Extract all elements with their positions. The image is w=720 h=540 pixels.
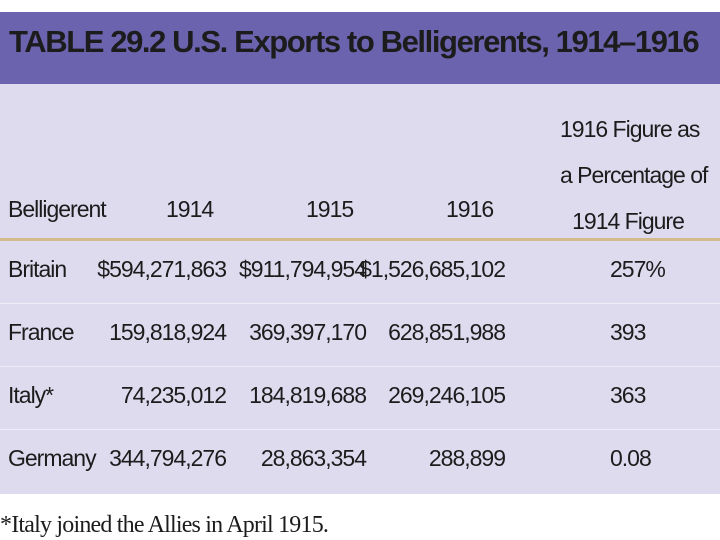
header-percentage: 1916 Figure as a Percentage of 1914 Figu… <box>560 106 708 244</box>
cell-belligerent: Italy* <box>8 382 54 408</box>
cell-1915: 28,863,354 <box>260 445 367 471</box>
table-footnote: *Italy joined the Allies in April 1915. <box>0 512 329 538</box>
header-percentage-line1: 1916 Figure as <box>560 116 700 142</box>
cell-1914: 74,235,012 <box>120 382 227 408</box>
header-1914: 1914 <box>166 196 214 222</box>
cell-1916: 288,899 <box>428 445 506 471</box>
cell-1916: 269,246,105 <box>388 382 506 408</box>
header-divider <box>0 238 720 241</box>
header-percentage-line3: 1914 Figure <box>572 208 685 234</box>
cell-1915: $911,794,954 <box>239 256 367 282</box>
cell-1916: 628,851,988 <box>388 319 506 345</box>
cell-belligerent: Germany <box>8 445 97 471</box>
cell-1916: $1,526,685,102 <box>359 256 506 282</box>
header-1916: 1916 <box>446 196 494 222</box>
cell-percentage: 393 <box>610 319 646 345</box>
cell-1915: 184,819,688 <box>249 382 367 408</box>
table-title: TABLE 29.2 U.S. Exports to Belligerents,… <box>9 24 700 59</box>
title-bar: TABLE 29.2 U.S. Exports to Belligerents,… <box>0 12 720 84</box>
header-belligerent: Belligerent <box>8 196 107 222</box>
cell-percentage: 257% <box>610 256 666 282</box>
table-row: France 159,818,924 369,397,170 628,851,9… <box>0 304 720 367</box>
cell-percentage: 0.08 <box>610 445 652 471</box>
cell-percentage: 363 <box>610 382 646 408</box>
table-row: Germany 344,794,276 28,863,354 288,899 0… <box>0 430 720 492</box>
cell-1915: 369,397,170 <box>249 319 367 345</box>
table-row: Italy* 74,235,012 184,819,688 269,246,10… <box>0 367 720 430</box>
cell-belligerent: France <box>8 319 75 345</box>
cell-1914: $594,271,863 <box>97 256 227 282</box>
cell-belligerent: Britain <box>8 256 67 282</box>
header-1915: 1915 <box>306 196 354 222</box>
cell-1914: 344,794,276 <box>109 445 227 471</box>
table-row: Britain $594,271,863 $911,794,954 $1,526… <box>0 241 720 304</box>
exports-table: Belligerent 1914 1915 1916 1916 Figure a… <box>0 84 720 494</box>
cell-1914: 159,818,924 <box>109 319 227 345</box>
table-header-row: Belligerent 1914 1915 1916 1916 Figure a… <box>0 84 720 238</box>
header-percentage-line2: a Percentage of <box>560 162 708 188</box>
table-body: Britain $594,271,863 $911,794,954 $1,526… <box>0 241 720 492</box>
